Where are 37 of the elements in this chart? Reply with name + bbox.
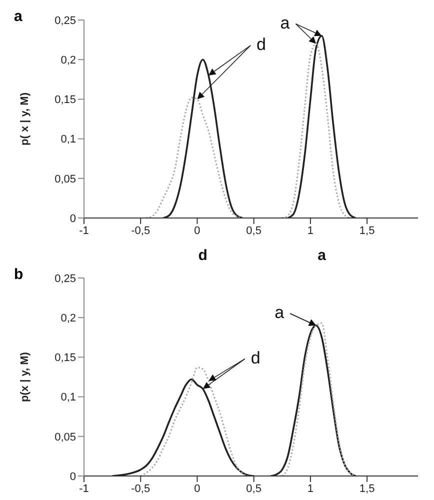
x-tick-label: 0,5 xyxy=(246,224,262,237)
y-tick-label: 0,25 xyxy=(54,14,76,27)
annotation: d xyxy=(250,348,260,368)
annotation: d xyxy=(256,34,266,54)
y-tick-label: 0,15 xyxy=(54,94,76,106)
x-tick-label: 1,5 xyxy=(359,224,375,237)
x-tick-label: -0,5 xyxy=(131,482,150,495)
y-tick-label: 0,05 xyxy=(54,173,76,186)
line-series xyxy=(162,58,244,218)
chart-title: a xyxy=(14,8,22,25)
y-axis-title: p( x | y, M) xyxy=(18,92,31,146)
x-tick-label: 0 xyxy=(194,482,200,495)
x-tick-label: 0 xyxy=(194,224,200,237)
x-tick-label: -0,5 xyxy=(131,224,150,237)
x-tick-label: -1 xyxy=(79,224,89,237)
y-tick-label: 0,2 xyxy=(60,54,76,67)
y-tick-label: 0,05 xyxy=(54,431,76,444)
x-tick-label: 0,5 xyxy=(246,482,262,495)
annotation: a xyxy=(280,13,290,32)
y-tick-label: 0,25 xyxy=(54,272,76,285)
annotation: a xyxy=(274,303,285,322)
y-tick-label: 0 xyxy=(70,470,76,483)
x-tick-label: 1,5 xyxy=(359,482,375,495)
x-tick-label: 1 xyxy=(307,224,314,237)
y-tick-label: 0,1 xyxy=(60,392,76,404)
x-tick-label: -1 xyxy=(79,482,89,495)
line-series xyxy=(111,378,255,476)
x-tick-label: 1 xyxy=(307,482,314,495)
y-axis-title: p(x | y, M) xyxy=(18,352,31,402)
y-tick-label: 0,1 xyxy=(60,134,76,146)
y-tick-label: 0 xyxy=(70,212,76,225)
text: d xyxy=(198,247,208,264)
text: a xyxy=(318,247,327,264)
chart-title: b xyxy=(14,266,24,283)
y-tick-label: 0,2 xyxy=(60,312,76,325)
line-series xyxy=(140,366,249,476)
y-tick-label: 0,15 xyxy=(54,352,76,364)
